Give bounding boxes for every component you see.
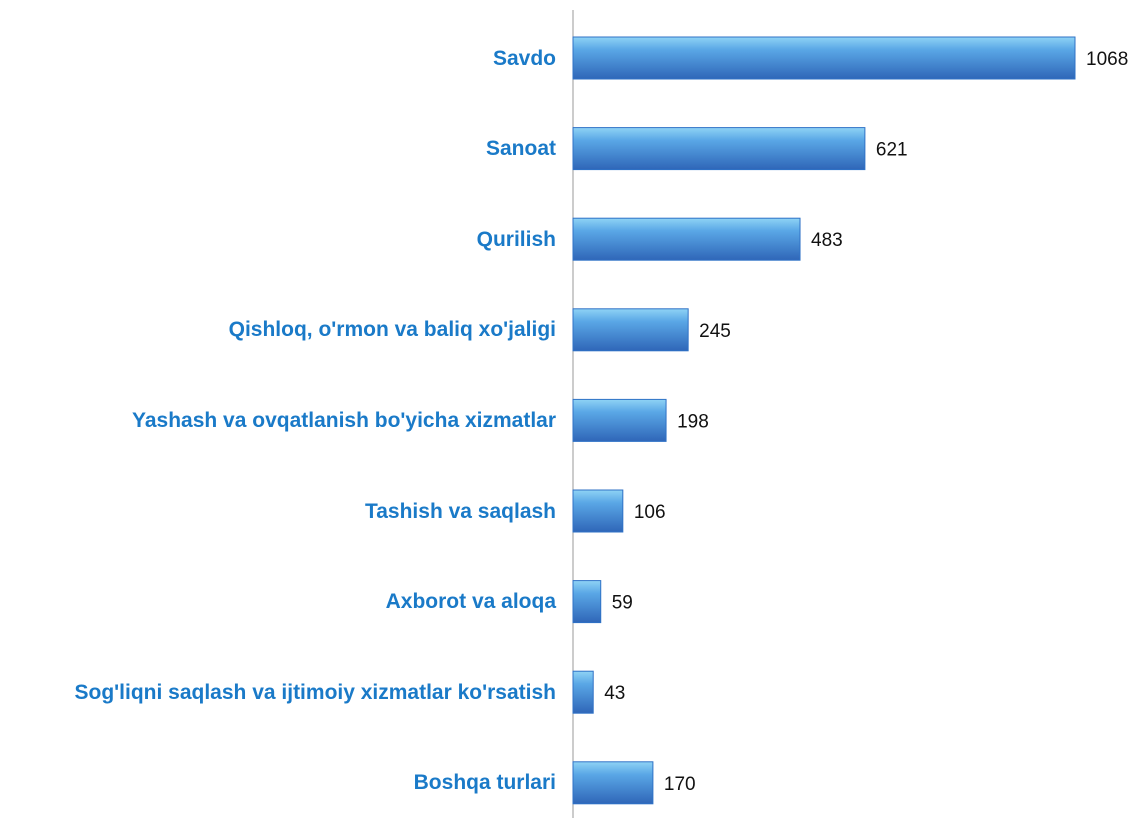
category-label-box: Axborot va aloqa [0,562,556,642]
category-label-box: Tashish va saqlash [0,471,556,551]
category-label: Qishloq, o'rmon va baliq xo'jaligi [228,318,556,342]
value-label: 43 [604,683,625,704]
category-label: Boshqa turlari [413,771,556,795]
bar [572,127,866,171]
value-label: 245 [699,321,731,342]
value-label: 198 [677,411,709,432]
category-label-box: Sanoat [0,109,556,189]
value-label: 59 [612,593,633,614]
value-label: 621 [876,140,908,161]
category-label: Qurilish [476,227,556,251]
bar [572,308,689,352]
category-label: Yashash va ovqatlanish bo'yicha xizmatla… [132,408,556,432]
bar [572,489,624,533]
category-label-box: Qishloq, o'rmon va baliq xo'jaligi [0,290,556,370]
category-label-box: Savdo [0,18,556,98]
bar [572,398,667,442]
category-label-box: Boshqa turlari [0,743,556,818]
bar [572,580,602,624]
value-label: 170 [664,774,696,795]
category-label-box: Yashash va ovqatlanish bo'yicha xizmatla… [0,380,556,460]
bar [572,670,594,714]
category-label: Axborot va aloqa [385,590,556,614]
category-label-box: Qurilish [0,199,556,279]
category-label: Sanoat [485,137,556,161]
value-label: 106 [634,502,666,523]
value-label: 483 [811,230,843,251]
category-label: Savdo [492,46,556,70]
bar [572,761,654,805]
category-label: Tashish va saqlash [364,499,556,523]
category-label: Sog'liqni saqlash va ijtimoiy xizmatlar … [74,680,556,704]
value-label: 1068 [1086,49,1128,70]
category-label-box: Sog'liqni saqlash va ijtimoiy xizmatlar … [0,652,556,732]
bar [572,36,1076,80]
bar [572,217,801,261]
